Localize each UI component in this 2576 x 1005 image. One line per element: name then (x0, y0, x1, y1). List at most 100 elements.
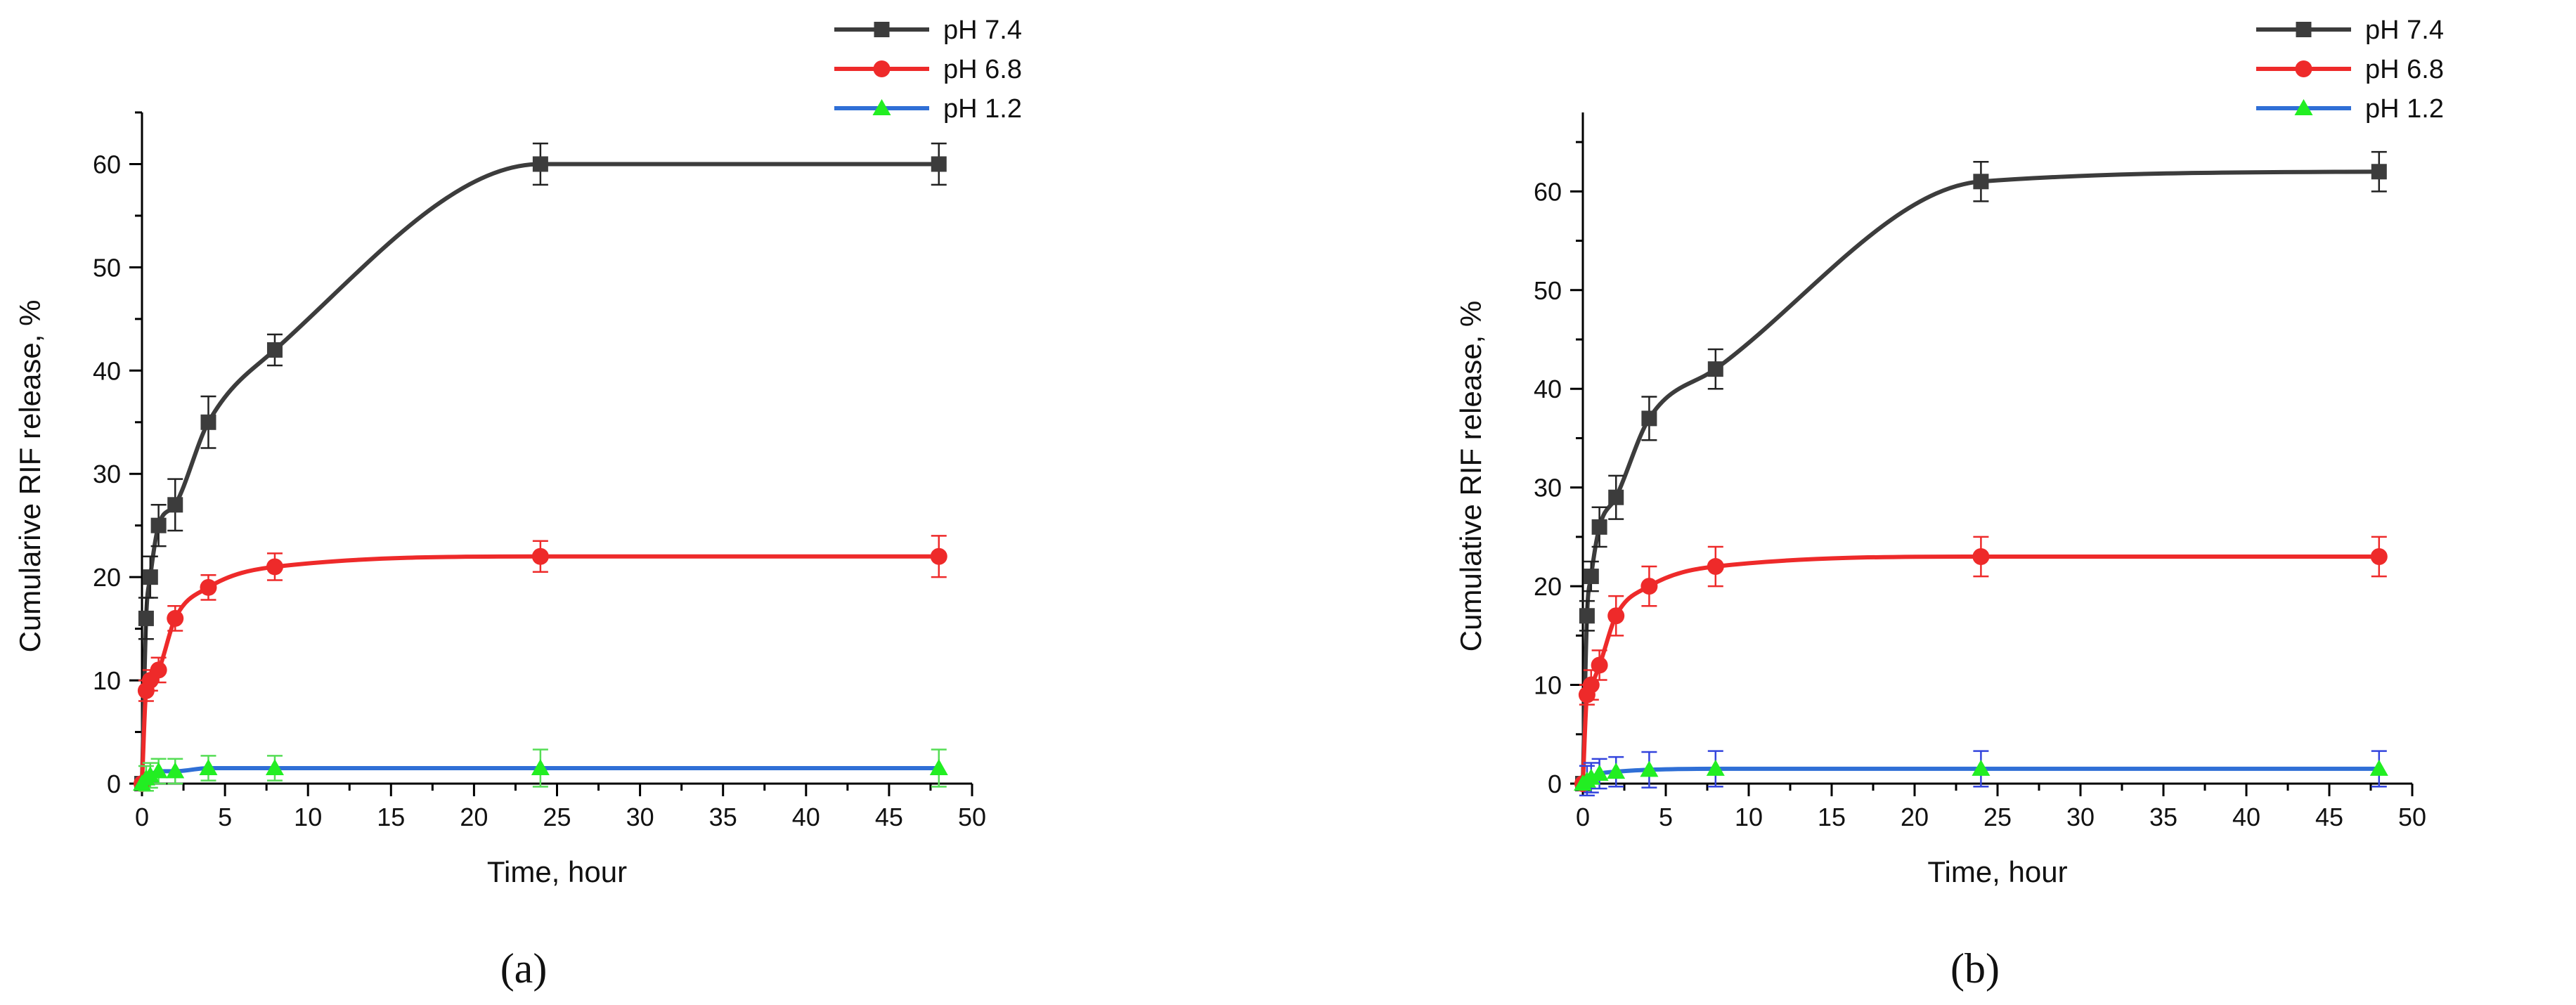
chart-b: 0 5 10 15 20 25 30 35 40 45 50 0 10 20 30 40 50 60 Time, h… (1454, 15, 2444, 888)
data-point-triangle (1607, 763, 1626, 779)
x-tick-label: 25 (1983, 803, 2012, 831)
y-tick-label: 10 (93, 666, 121, 695)
legend-marker-triangle (872, 99, 891, 115)
y-tick-label: 50 (1534, 276, 1562, 305)
y-axis-title: Cumularive RIF release, % (13, 300, 46, 653)
data-point-square (1641, 410, 1657, 427)
x-tick-label: 50 (958, 803, 986, 831)
data-point-square (532, 156, 548, 172)
series-ph-6-8 (134, 535, 947, 792)
y-tick-label: 0 (107, 770, 121, 798)
y-tick-label: 10 (1534, 671, 1562, 700)
x-tick-label: 0 (1576, 803, 1590, 831)
legend-label: pH 1.2 (2365, 94, 2444, 124)
x-tick-label: 0 (135, 803, 149, 831)
data-point-triangle (1640, 760, 1659, 777)
data-point-circle (200, 578, 217, 596)
y-axis-title: Cumulative RIF release, % (1454, 301, 1487, 652)
legend-label: pH 7.4 (943, 15, 1022, 45)
y-tick-label: 40 (1534, 375, 1562, 403)
x-tick-label: 15 (1818, 803, 1846, 831)
x-tick-label: 30 (2066, 803, 2095, 831)
data-point-circle (2370, 547, 2388, 565)
x-tick-label: 5 (218, 803, 232, 831)
data-point-circle (1972, 547, 1990, 565)
legend-marker-square (2296, 22, 2312, 37)
legend-marker-circle (873, 60, 891, 77)
x-tick-label: 5 (1659, 803, 1673, 831)
y-tick-label: 20 (1534, 572, 1562, 601)
series-ph-6-8 (1574, 536, 2388, 792)
data-point-square (200, 414, 216, 430)
x-tick-label: 10 (1735, 803, 1763, 831)
x-tick-label: 45 (2315, 803, 2343, 831)
data-point-circle (167, 609, 184, 627)
data-point-circle (930, 547, 947, 565)
data-point-square (266, 342, 283, 358)
series-line (1581, 169, 2379, 784)
data-point-triangle (166, 762, 185, 779)
data-point-square (2371, 164, 2387, 180)
x-tick-label: 45 (875, 803, 903, 831)
data-point-square (1707, 361, 1723, 377)
x-tick-label: 20 (460, 803, 488, 831)
data-point-triangle (141, 766, 160, 783)
x-tick-label: 25 (543, 803, 571, 831)
data-point-square (142, 569, 158, 585)
x-tick-label: 10 (294, 803, 322, 831)
y-tick-label: 0 (1548, 770, 1562, 798)
legend-label: pH 7.4 (2365, 15, 2444, 45)
x-tick-label: 30 (626, 803, 654, 831)
legend-marker-triangle (2294, 99, 2313, 115)
data-point-circle (1640, 578, 1658, 595)
y-tick-label: 20 (93, 563, 121, 592)
x-axis-title: Time, hour (487, 855, 627, 888)
data-point-square (150, 517, 167, 533)
series-line (140, 162, 939, 784)
data-point-triangle (149, 762, 168, 779)
x-tick-label: 40 (792, 803, 820, 831)
data-point-circle (266, 558, 283, 576)
legend-label: pH 1.2 (943, 94, 1022, 124)
data-point-triangle (2369, 759, 2388, 776)
legend-marker-circle (2295, 60, 2312, 77)
legend-label: pH 6.8 (943, 55, 1022, 84)
panel-label-b: (b) (1950, 945, 2000, 992)
data-point-triangle (1972, 759, 1991, 776)
legend-label: pH 6.8 (2365, 55, 2444, 84)
legend-marker-square (874, 22, 890, 37)
data-point-circle (1582, 676, 1600, 694)
data-point-triangle (265, 758, 284, 775)
x-tick-label: 20 (1901, 803, 1929, 831)
data-point-square (931, 156, 947, 172)
x-tick-label: 15 (377, 803, 405, 831)
data-point-square (138, 610, 154, 626)
data-point-triangle (531, 758, 550, 775)
y-tick-label: 40 (93, 356, 121, 385)
data-point-square (1608, 489, 1624, 505)
data-point-triangle (1590, 764, 1609, 781)
y-tick-label: 50 (93, 253, 121, 282)
x-tick-label: 35 (2149, 803, 2177, 831)
data-point-triangle (199, 758, 218, 775)
x-tick-label: 40 (2232, 803, 2260, 831)
data-point-triangle (1706, 759, 1725, 776)
x-tick-label: 50 (2398, 803, 2426, 831)
data-point-square (1583, 569, 1599, 585)
data-point-square (1591, 519, 1607, 535)
x-axis-title: Time, hour (1927, 855, 2067, 888)
data-point-triangle (929, 758, 948, 775)
y-tick-label: 60 (1534, 177, 1562, 206)
data-point-circle (1607, 607, 1625, 625)
series-ph-1-2 (1574, 750, 2388, 797)
data-point-circle (150, 661, 167, 679)
data-point-circle (531, 547, 549, 565)
panel-label-a: (a) (500, 945, 548, 992)
y-tick-label: 30 (93, 460, 121, 488)
series-ph-7-4 (134, 142, 947, 791)
y-tick-label: 30 (1534, 474, 1562, 502)
chart-a: 0 5 10 15 20 25 30 35 40 45 50 0 10 20 30 40 50 60 Time, h… (13, 15, 1022, 888)
data-point-square (167, 497, 183, 513)
data-point-circle (1591, 656, 1608, 674)
